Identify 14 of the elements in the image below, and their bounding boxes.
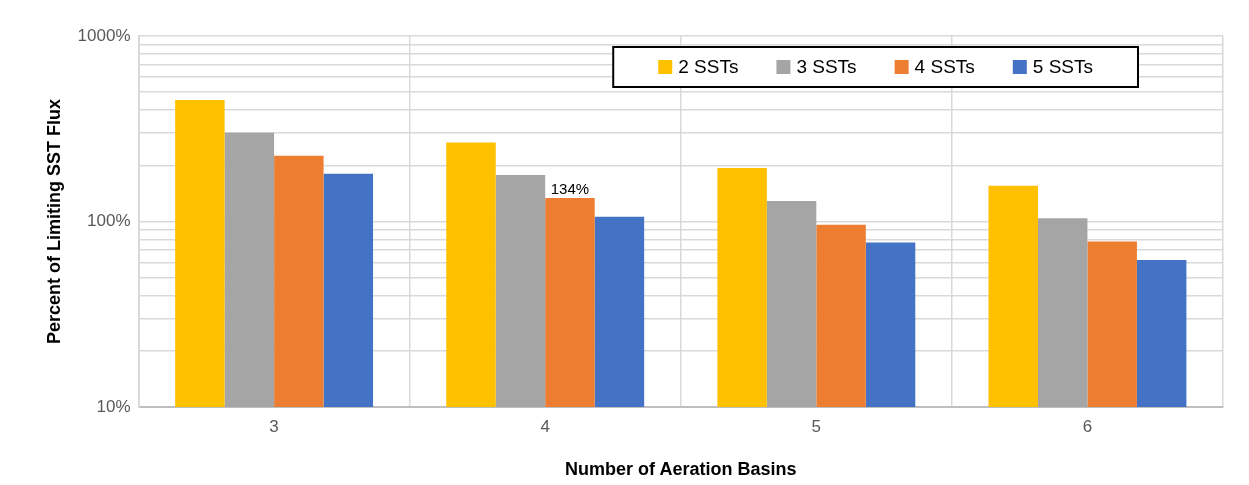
x-tick-label: 5 [811, 416, 822, 436]
y-tick-label: 1000% [77, 25, 131, 45]
x-tick-label: 6 [1082, 416, 1093, 436]
y-tick-label: 10% [96, 396, 131, 416]
legend-label: 3 SSTs [796, 56, 857, 78]
x-tick-label: 4 [540, 416, 550, 436]
legend-label: 4 SSTs [914, 56, 975, 78]
x-tick-label: 3 [269, 416, 279, 436]
y-tick-label: 100% [87, 211, 131, 231]
y-axis-title: Percent of Limiting SST Flux [43, 98, 64, 345]
legend-label: 2 SSTs [678, 56, 739, 78]
x-axis-title: Number of Aeration Basins [565, 459, 797, 480]
legend-label: 5 SSTs [1032, 56, 1094, 78]
data-label: 134% [550, 179, 590, 197]
